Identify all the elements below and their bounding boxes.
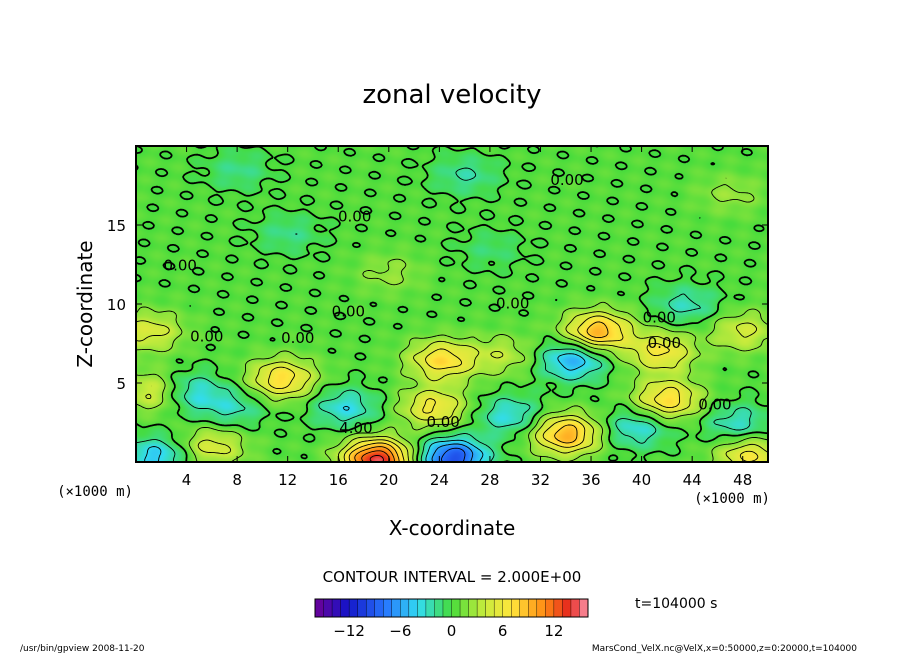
x-tick-label: 32 xyxy=(531,471,550,489)
colorbar-cell xyxy=(365,598,376,618)
colorbar-cell xyxy=(434,598,444,618)
colorbar-cell xyxy=(519,598,529,618)
contour-label: 0.00 xyxy=(332,302,365,320)
colorbar-cell xyxy=(391,598,401,618)
contour-line xyxy=(136,311,768,462)
y-tick-label: 5 xyxy=(116,375,126,393)
colorbar-cell xyxy=(485,598,495,618)
colorbar-cell xyxy=(459,598,470,618)
y-tick-label: 15 xyxy=(107,217,126,235)
x-unit-right: (×1000 m) xyxy=(694,491,770,507)
contour-label: 0.00 xyxy=(281,329,314,347)
colorbar-cell xyxy=(383,598,393,618)
colorbar-tick-label: −12 xyxy=(333,622,365,640)
colorbar-cell xyxy=(536,598,546,618)
footer-right: MarsCond_VelX.nc@VelX,x=0:50000,z=0:2000… xyxy=(592,644,857,654)
colorbar-tick-label: 0 xyxy=(447,622,457,640)
colorbar-cell xyxy=(562,598,572,618)
x-tick-label: 4 xyxy=(182,471,192,489)
contour-label: 0.00 xyxy=(550,171,583,189)
colorbar-cell xyxy=(314,598,325,618)
y-axis-label: Z-coordinate xyxy=(73,240,97,367)
colorbar-cell xyxy=(323,598,333,618)
time-label: t=104000 s xyxy=(635,596,717,612)
contour-label: 4.00 xyxy=(339,419,372,437)
contour-label: 0.00 xyxy=(190,328,223,346)
x-tick-label: 40 xyxy=(632,471,651,489)
contour-label: 0.00 xyxy=(643,309,676,327)
contour-label: 0.00 xyxy=(426,413,459,431)
footer-left: /usr/bin/gpview 2008-11-20 xyxy=(20,644,145,654)
colorbar-cell xyxy=(451,598,461,618)
colorbar-cell xyxy=(442,598,453,618)
x-tick-label: 20 xyxy=(379,471,398,489)
colorbar-cell xyxy=(331,598,342,618)
contour-line xyxy=(136,167,752,462)
contour-labels: 0.00 0.00 0.00 0.00 0.00 0.00 0.00 0.00 0.00 0.00… xyxy=(164,171,732,437)
velocity-field xyxy=(136,146,768,462)
contour-label: 0.00 xyxy=(698,396,731,414)
colorbar-tick-label: −6 xyxy=(389,622,411,640)
colorbar-cell xyxy=(579,598,589,618)
colorbar-cell xyxy=(340,598,350,618)
colorbar-cell xyxy=(476,598,487,618)
contour-line xyxy=(136,177,768,462)
colorbar-cell xyxy=(408,598,418,618)
x-axis-label: X-coordinate xyxy=(389,516,516,540)
colorbar-cell xyxy=(570,598,580,618)
colorbar-cell xyxy=(425,598,435,618)
contour-lines xyxy=(136,146,768,462)
contour-line xyxy=(348,321,609,462)
colorbar-cell xyxy=(417,598,427,618)
contour-label: 0.00 xyxy=(496,294,529,312)
colorbar: −12 −6 0 6 12 xyxy=(314,598,589,640)
colorbar-cell xyxy=(553,598,563,618)
colorbar-tick-label: 6 xyxy=(498,622,508,640)
contour-label: 0.00 xyxy=(648,334,681,352)
colorbar-cell xyxy=(502,598,512,618)
colorbar-cell xyxy=(468,598,478,618)
x-tick-label: 12 xyxy=(278,471,297,489)
contour-line xyxy=(144,353,586,462)
contour-line xyxy=(431,443,474,462)
x-tick-label: 36 xyxy=(581,471,600,489)
x-tick-label: 24 xyxy=(430,471,449,489)
colorbar-tick-label: 12 xyxy=(544,622,563,640)
colorbar-cell xyxy=(374,598,384,618)
contour-line xyxy=(267,315,759,462)
x-tick-label: 28 xyxy=(480,471,499,489)
x-tick-label: 8 xyxy=(232,471,242,489)
x-tick-label: 44 xyxy=(683,471,702,489)
x-tick-label: 16 xyxy=(329,471,348,489)
plot-area xyxy=(136,146,768,462)
colorbar-cell xyxy=(400,598,410,618)
contour-label: 0.00 xyxy=(164,257,197,275)
colorbar-cell xyxy=(357,598,367,618)
colorbar-cell xyxy=(545,598,555,618)
colorbar-cell xyxy=(348,598,359,618)
colorbar-cell xyxy=(528,598,538,618)
colorbar-cell xyxy=(493,598,504,618)
chart-title: zonal velocity xyxy=(362,80,541,110)
x-unit-left: (×1000 m) xyxy=(57,484,133,500)
contour-interval-text: CONTOUR INTERVAL = 2.000E+00 xyxy=(323,568,582,586)
contour-label: 0.00 xyxy=(338,208,371,226)
contour-line xyxy=(441,447,466,462)
y-axis: 5 10 15 xyxy=(107,217,768,393)
colorbar-cell xyxy=(511,598,521,618)
contour-line xyxy=(354,446,395,462)
x-tick-label: 48 xyxy=(733,471,752,489)
y-tick-label: 10 xyxy=(107,296,126,314)
x-axis: 4 8 12 16 20 24 28 32 36 40 44 48 xyxy=(182,146,752,489)
colorbar-frame xyxy=(314,598,589,618)
